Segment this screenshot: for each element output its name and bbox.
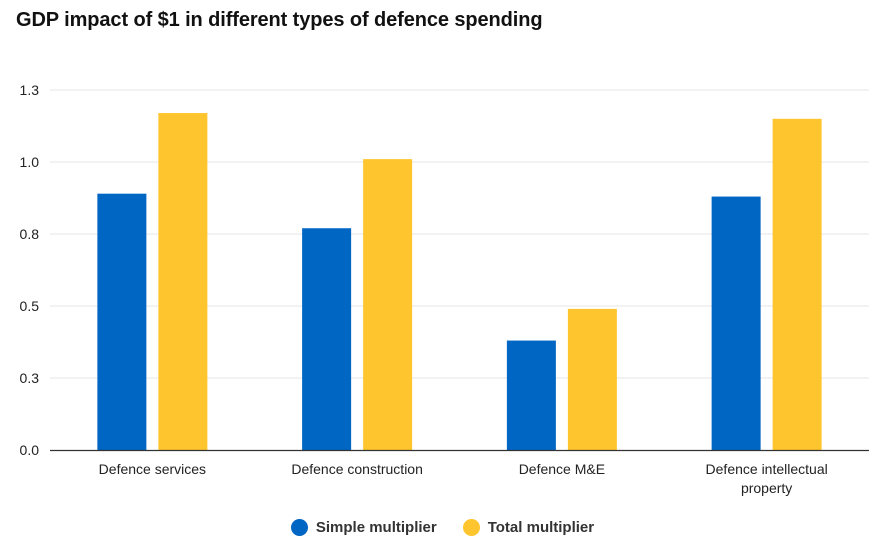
legend-item[interactable]: Total multiplier [462, 519, 595, 536]
bar-simple-multiplier [711, 196, 761, 450]
y-tick-label: 0.0 [20, 442, 40, 458]
y-tick-label: 0.5 [20, 298, 40, 314]
legend-swatch-icon [290, 519, 308, 536]
bars [97, 113, 822, 451]
x-tick-label: Defence M&E [519, 461, 605, 477]
bar-simple-multiplier [97, 193, 147, 450]
legend: Simple multiplier Total multiplier [0, 519, 885, 536]
chart-title: GDP impact of $1 in different types of d… [16, 9, 543, 31]
x-axis-labels: Defence services Defence construction Defe… [99, 461, 828, 496]
bar-total-multiplier [772, 118, 822, 451]
x-tick-label: Defence services [99, 461, 206, 477]
y-tick-label: 1.0 [20, 154, 40, 170]
bar-total-multiplier [158, 113, 208, 450]
bar-simple-multiplier [506, 340, 556, 450]
y-axis-ticks: 0.0 0.3 0.5 0.8 1.0 1.3 [20, 82, 40, 458]
x-tick-label: Defence intellectual property [706, 461, 828, 496]
y-tick-label: 1.3 [20, 82, 40, 98]
bar-total-multiplier [567, 308, 617, 450]
y-tick-label: 0.3 [20, 370, 40, 386]
bar-total-multiplier [363, 159, 413, 450]
bar-simple-multiplier [302, 228, 352, 450]
legend-item[interactable]: Simple multiplier [290, 519, 437, 536]
x-tick-label: Defence construction [291, 461, 423, 477]
legend-label: Total multiplier [487, 519, 595, 536]
y-tick-label: 0.8 [20, 226, 40, 242]
legend-swatch-icon [462, 519, 480, 536]
legend-label: Simple multiplier [315, 519, 437, 536]
